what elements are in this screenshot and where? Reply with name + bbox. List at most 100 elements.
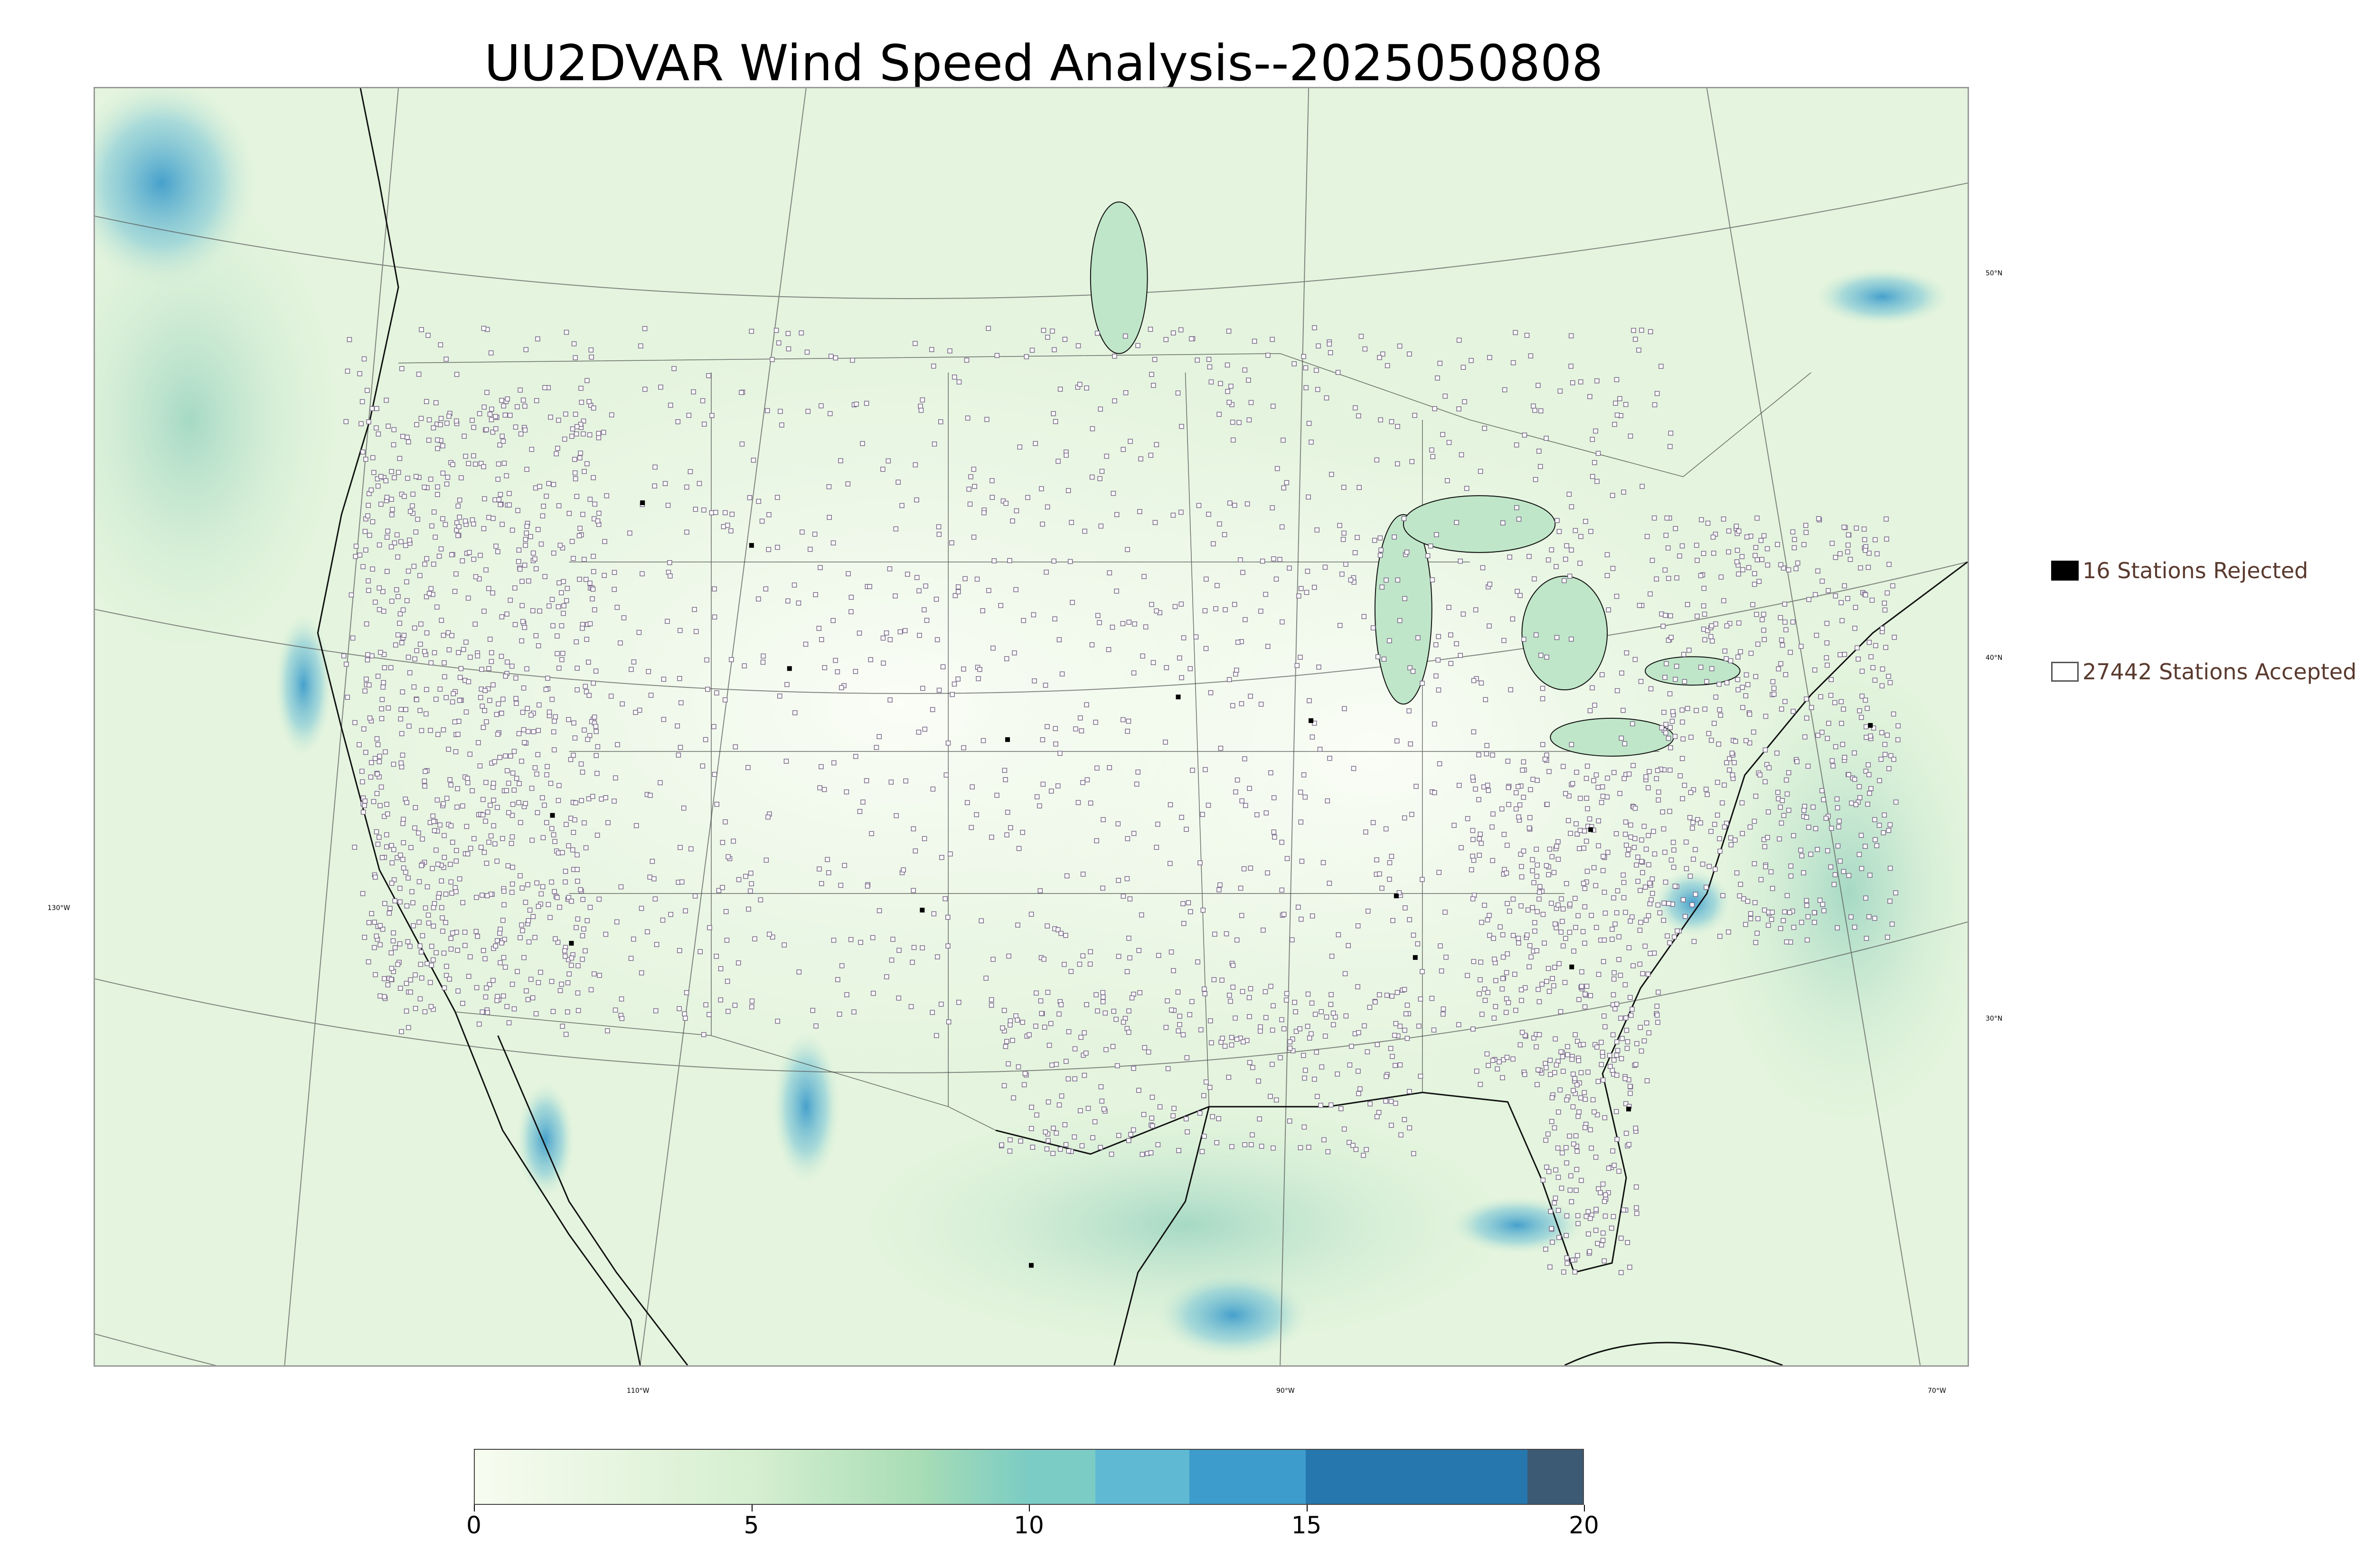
station-accepted-marker bbox=[529, 447, 535, 452]
station-accepted-marker bbox=[439, 878, 444, 884]
station-accepted-marker bbox=[1813, 826, 1818, 831]
station-accepted-marker bbox=[1874, 843, 1880, 848]
station-accepted-marker bbox=[1500, 932, 1506, 938]
station-accepted-marker bbox=[525, 882, 530, 887]
station-accepted-marker bbox=[1639, 1048, 1644, 1054]
station-accepted-marker bbox=[1866, 639, 1872, 645]
station-accepted-marker bbox=[1169, 1007, 1174, 1013]
station-accepted-marker bbox=[1480, 565, 1486, 571]
station-accepted-marker bbox=[1454, 520, 1459, 525]
station-accepted-marker bbox=[442, 985, 447, 991]
station-accepted-marker bbox=[1089, 474, 1095, 480]
station-accepted-marker bbox=[1668, 745, 1673, 751]
station-accepted-marker bbox=[488, 350, 494, 356]
station-accepted-marker bbox=[918, 404, 923, 409]
station-accepted-marker bbox=[593, 723, 599, 729]
station-accepted-marker bbox=[640, 571, 645, 576]
station-accepted-marker bbox=[756, 596, 761, 602]
station-accepted-marker bbox=[1284, 997, 1289, 1003]
station-accepted-marker bbox=[1873, 537, 1878, 543]
station-accepted-marker bbox=[1010, 518, 1015, 524]
station-accepted-marker bbox=[1660, 623, 1666, 629]
station-accepted-marker bbox=[419, 975, 424, 981]
station-accepted-marker bbox=[1476, 797, 1481, 802]
station-accepted-marker bbox=[1756, 579, 1762, 584]
station-accepted-marker bbox=[1826, 721, 1831, 726]
station-accepted-marker bbox=[1208, 379, 1214, 385]
station-accepted-marker bbox=[1430, 577, 1435, 582]
station-accepted-marker bbox=[1279, 524, 1285, 530]
station-accepted-marker bbox=[1234, 937, 1240, 943]
station-accepted-marker bbox=[612, 570, 617, 575]
station-accepted-marker bbox=[1479, 1012, 1485, 1017]
station-accepted-marker bbox=[1307, 1035, 1312, 1041]
station-accepted-marker bbox=[1689, 902, 1695, 908]
station-accepted-marker bbox=[1686, 648, 1692, 653]
station-accepted-marker bbox=[1879, 683, 1885, 689]
station-accepted-marker bbox=[1114, 588, 1119, 594]
station-accepted-marker bbox=[867, 584, 872, 589]
station-accepted-marker bbox=[1634, 1041, 1639, 1046]
station-accepted-marker bbox=[422, 649, 427, 654]
station-accepted-marker bbox=[887, 566, 893, 572]
station-accepted-marker bbox=[1217, 882, 1223, 888]
station-accepted-marker bbox=[1393, 1063, 1398, 1068]
station-accepted-marker bbox=[1274, 466, 1280, 471]
station-accepted-marker bbox=[1175, 989, 1181, 995]
station-accepted-marker bbox=[1882, 812, 1887, 818]
station-accepted-marker bbox=[489, 417, 494, 423]
station-accepted-marker bbox=[396, 469, 401, 475]
station-accepted-marker bbox=[483, 818, 488, 824]
station-accepted-marker bbox=[1325, 798, 1330, 804]
station-accepted-marker bbox=[1477, 836, 1482, 842]
station-accepted-marker bbox=[556, 666, 562, 671]
station-accepted-marker bbox=[1528, 787, 1533, 792]
station-accepted-marker bbox=[968, 474, 973, 479]
station-accepted-marker bbox=[1532, 920, 1537, 925]
station-accepted-marker bbox=[431, 509, 437, 515]
station-accepted-marker bbox=[1812, 667, 1818, 673]
station-accepted-marker bbox=[383, 749, 388, 755]
station-accepted-marker bbox=[460, 1001, 465, 1006]
station-accepted-marker bbox=[830, 618, 836, 623]
station-accepted-marker bbox=[1656, 789, 1661, 795]
station-accepted-marker bbox=[746, 906, 751, 912]
station-accepted-marker bbox=[1428, 543, 1433, 549]
station-accepted-marker bbox=[1236, 420, 1242, 425]
wind-field-high bbox=[275, 614, 332, 756]
station-accepted-marker bbox=[1504, 1055, 1510, 1060]
station-accepted-marker bbox=[1319, 1009, 1324, 1014]
station-accepted-marker bbox=[1694, 708, 1699, 713]
station-accepted-marker bbox=[488, 802, 493, 808]
station-accepted-marker bbox=[1765, 835, 1770, 840]
station-accepted-marker bbox=[1532, 929, 1537, 934]
station-accepted-marker bbox=[574, 639, 579, 645]
station-accepted-marker bbox=[1635, 879, 1640, 884]
station-accepted-marker bbox=[592, 971, 597, 976]
station-accepted-marker bbox=[838, 883, 844, 888]
station-accepted-marker bbox=[455, 786, 460, 791]
station-accepted-marker bbox=[1627, 1265, 1632, 1270]
station-accepted-marker bbox=[562, 953, 568, 959]
station-accepted-marker bbox=[1204, 1079, 1209, 1085]
station-accepted-marker bbox=[476, 740, 481, 745]
station-accepted-marker bbox=[1869, 597, 1875, 603]
station-accepted-marker bbox=[520, 397, 526, 403]
wind-speed-map[interactable] bbox=[94, 87, 1969, 1367]
station-accepted-marker bbox=[1584, 838, 1589, 844]
station-accepted-marker bbox=[1705, 520, 1711, 526]
station-accepted-marker bbox=[1568, 1173, 1573, 1179]
station-accepted-marker bbox=[429, 523, 434, 529]
station-accepted-marker bbox=[602, 573, 607, 578]
station-accepted-marker bbox=[1711, 551, 1716, 556]
station-accepted-marker bbox=[389, 497, 394, 502]
station-accepted-marker bbox=[1809, 705, 1814, 710]
station-accepted-marker bbox=[1006, 953, 1012, 959]
station-accepted-marker bbox=[412, 625, 417, 631]
station-accepted-marker bbox=[1101, 1106, 1107, 1112]
station-accepted-marker bbox=[1514, 442, 1519, 448]
station-accepted-marker bbox=[1750, 602, 1755, 608]
station-accepted-marker bbox=[1025, 495, 1030, 500]
station-accepted-marker bbox=[566, 843, 571, 848]
station-accepted-marker bbox=[1593, 428, 1598, 434]
